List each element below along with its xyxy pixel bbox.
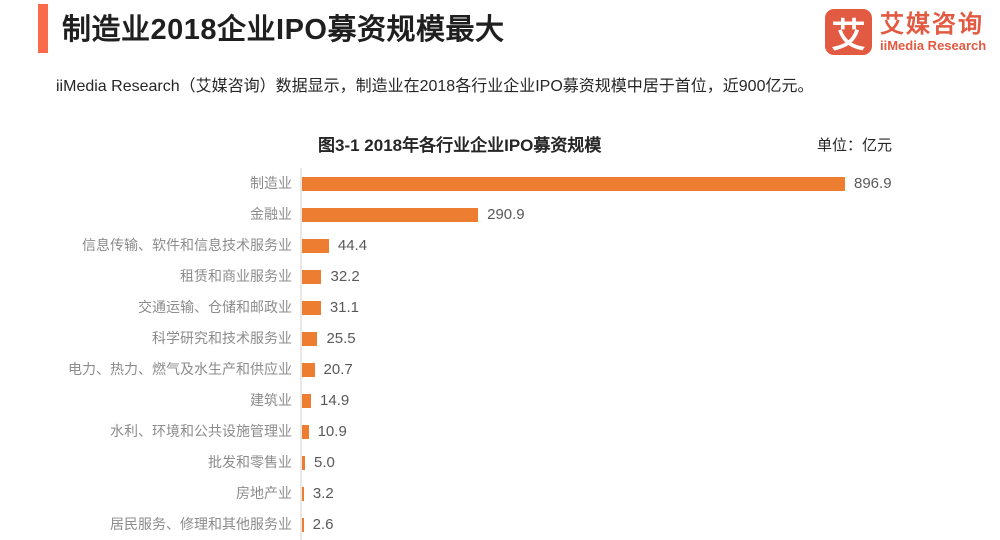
value-label: 10.9 bbox=[317, 423, 347, 440]
bar-area: 32.2 bbox=[300, 261, 1000, 292]
value-label: 290.9 bbox=[487, 206, 525, 223]
category-label: 制造业 bbox=[250, 175, 292, 192]
logo-mark-glyph: 艾 bbox=[831, 16, 866, 55]
category-label: 居民服务、修理和其他服务业 bbox=[110, 516, 292, 533]
chart-row: 水利、环境和公共设施管理业 10.9 bbox=[0, 416, 1000, 447]
logo-text: 艾媒咨询 iiMedia Research bbox=[880, 10, 987, 53]
bar bbox=[302, 455, 306, 470]
bar-area: 3.2 bbox=[300, 478, 1000, 509]
value-label: 3.2 bbox=[312, 485, 334, 502]
chart-row: 信息传输、软件和信息技术服务业 44.4 bbox=[0, 230, 1000, 261]
chart-row: 交通运输、仓储和邮政业 31.1 bbox=[0, 292, 1000, 323]
bar-area: 896.9 bbox=[300, 168, 1000, 199]
chart-unit-label: 单位：亿元 bbox=[817, 137, 893, 154]
chart-row: 批发和零售业 5.0 bbox=[0, 447, 1000, 478]
bar bbox=[302, 331, 318, 346]
summary-text: iiMedia Research（艾媒咨询）数据显示，制造业在2018各行业企业… bbox=[56, 78, 814, 95]
bar bbox=[302, 176, 845, 191]
chart-row: 金融业 290.9 bbox=[0, 199, 1000, 230]
category-label: 科学研究和技术服务业 bbox=[152, 330, 292, 347]
bar-area: 290.9 bbox=[300, 199, 1000, 230]
bar bbox=[302, 300, 321, 315]
category-label: 水利、环境和公共设施管理业 bbox=[110, 423, 292, 440]
bar-area: 5.0 bbox=[300, 447, 1000, 478]
bar-area: 44.4 bbox=[300, 230, 1000, 261]
category-label: 信息传输、软件和信息技术服务业 bbox=[82, 237, 292, 254]
chart-row: 租赁和商业服务业 32.2 bbox=[0, 261, 1000, 292]
value-label: 25.5 bbox=[326, 330, 356, 347]
value-label: 20.7 bbox=[323, 361, 353, 378]
chart-row: 居民服务、修理和其他服务业 2.6 bbox=[0, 509, 1000, 540]
bar-area: 10.9 bbox=[300, 416, 1000, 447]
bar bbox=[302, 393, 312, 408]
value-label: 896.9 bbox=[854, 175, 892, 192]
category-label: 房地产业 bbox=[236, 485, 292, 502]
bar bbox=[302, 207, 479, 222]
bar bbox=[302, 517, 304, 532]
chart-row: 制造业 896.9 bbox=[0, 168, 1000, 199]
bar bbox=[302, 238, 329, 253]
value-label: 31.1 bbox=[329, 299, 360, 316]
bar bbox=[302, 362, 315, 377]
chart-row: 建筑业 14.9 bbox=[0, 385, 1000, 416]
bar bbox=[302, 424, 309, 439]
value-label: 14.9 bbox=[320, 392, 350, 409]
bar bbox=[302, 269, 322, 284]
bar-area: 31.1 bbox=[300, 292, 1000, 323]
bar-area: 25.5 bbox=[300, 323, 1000, 354]
chart-row: 科学研究和技术服务业 25.5 bbox=[0, 323, 1000, 354]
value-label: 5.0 bbox=[314, 454, 335, 471]
page-title: 制造业2018企业IPO募资规模最大 bbox=[62, 14, 505, 46]
category-label: 批发和零售业 bbox=[208, 454, 292, 471]
iimedia-logo: 艾 艾媒咨询 iiMedia Research bbox=[825, 9, 986, 55]
bar-chart: 制造业 896.9 金融业 290.9 信息传输、软件和信息技术服务业 44.4 租赁和商业… bbox=[0, 168, 1000, 540]
value-label: 44.4 bbox=[337, 237, 368, 254]
chart-row: 房地产业 3.2 bbox=[0, 478, 1000, 509]
category-label: 租赁和商业服务业 bbox=[180, 268, 292, 285]
value-label: 32.2 bbox=[330, 268, 360, 285]
bar bbox=[302, 486, 304, 501]
category-label: 交通运输、仓储和邮政业 bbox=[138, 299, 292, 316]
chart-row: 电力、热力、燃气及水生产和供应业 20.7 bbox=[0, 354, 1000, 385]
bar-area: 20.7 bbox=[300, 354, 1000, 385]
chart-title: 图3-1 2018年各行业企业IPO募资规模 bbox=[318, 136, 602, 155]
bar-area: 2.6 bbox=[300, 509, 1000, 540]
title-accent-bar bbox=[38, 4, 48, 53]
iimedia-logo-icon: 艾 bbox=[825, 9, 872, 55]
category-label: 电力、热力、燃气及水生产和供应业 bbox=[68, 361, 292, 378]
category-label: 建筑业 bbox=[250, 392, 292, 409]
logo-name-cn: 艾媒咨询 bbox=[880, 10, 984, 38]
bar-area: 14.9 bbox=[300, 385, 1000, 416]
value-label: 2.6 bbox=[312, 516, 334, 533]
logo-name-en: iiMedia Research bbox=[880, 37, 987, 53]
category-label: 金融业 bbox=[250, 206, 292, 223]
